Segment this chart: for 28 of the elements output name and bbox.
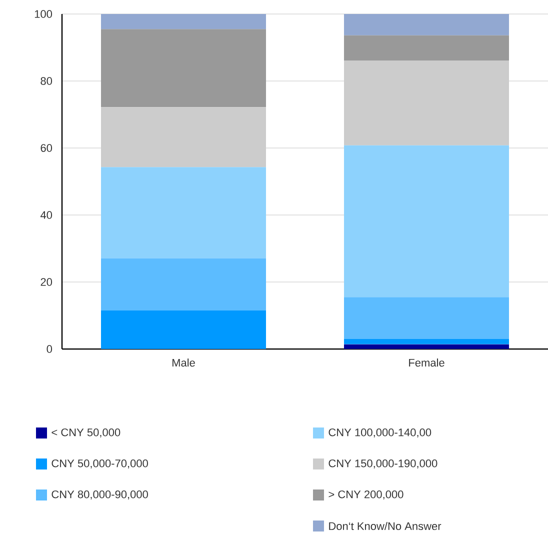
bar: [344, 14, 510, 36]
y-tick-label: 100: [34, 10, 52, 18]
x-tick-label: Female: [409, 358, 444, 367]
bar: [101, 14, 266, 30]
legend-label: Don‘t Know/No Answer: [329, 522, 442, 530]
bar: [344, 145, 510, 298]
legend-label: CNY 50,000-70,000: [52, 459, 148, 469]
y-tick-label: 20: [40, 278, 52, 286]
y-tick-label: 60: [40, 144, 52, 152]
legend-label: < CNY 50,000: [52, 428, 120, 438]
bar: [344, 344, 510, 349]
bar: [344, 297, 510, 339]
legend-label: CNY 100,000-140,00: [328, 428, 432, 438]
bar: [101, 258, 266, 310]
bar: [344, 338, 510, 344]
y-tick-label: 80: [40, 77, 52, 85]
y-tick-label: 40: [40, 211, 52, 219]
x-tick-label: Male: [172, 358, 195, 367]
bar: [344, 35, 510, 61]
legend-label: > CNY 200,000: [328, 490, 404, 500]
bar: [344, 60, 510, 146]
bar: [101, 310, 266, 349]
legend-label: CNY 150,000-190,000: [328, 459, 438, 469]
bar: [101, 29, 266, 108]
bar: [101, 167, 266, 258]
y-tick-label: 0: [46, 345, 52, 353]
legend-label: CNY 80,000-90,000: [52, 490, 148, 500]
bar: [101, 107, 266, 168]
